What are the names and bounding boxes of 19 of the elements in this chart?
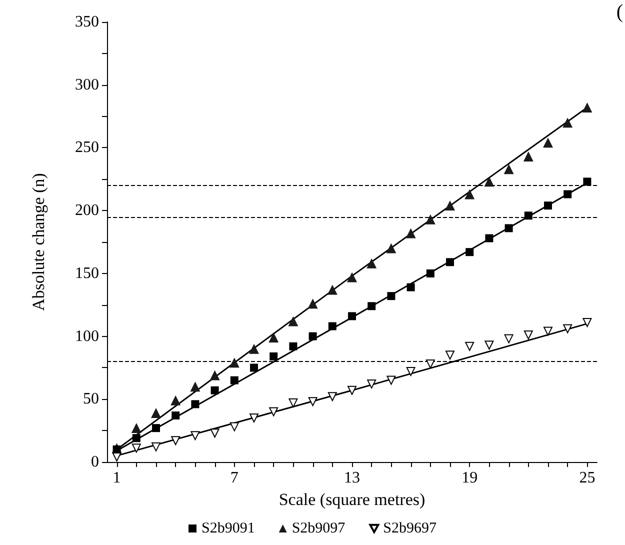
x-tick-label: 7: [230, 470, 238, 486]
x-axis-title: Scale (square metres): [278, 490, 426, 509]
legend-label: S2b9697: [383, 520, 438, 536]
x-tick-label: 13: [344, 470, 360, 486]
x-tick-label: 19: [462, 470, 478, 486]
x-tick-label: 25: [579, 470, 596, 486]
y-axis-title: Absolute change (n): [29, 173, 48, 311]
y-tick-label: 0: [91, 454, 99, 470]
legend-label: S2b9097: [292, 520, 346, 536]
y-tick-label: 150: [75, 264, 99, 282]
y-tick-label: 300: [75, 76, 99, 94]
legend-label: S2b9091: [201, 520, 255, 536]
x-tick-label: 1: [112, 470, 121, 486]
y-tick-label: 350: [75, 14, 99, 30]
y-tick-label: 50: [83, 390, 99, 408]
y-tick-label: 200: [75, 202, 99, 220]
y-tick-label: 100: [75, 328, 99, 345]
y-tick-label: 250: [75, 139, 99, 156]
text: (: [616, 1, 624, 23]
